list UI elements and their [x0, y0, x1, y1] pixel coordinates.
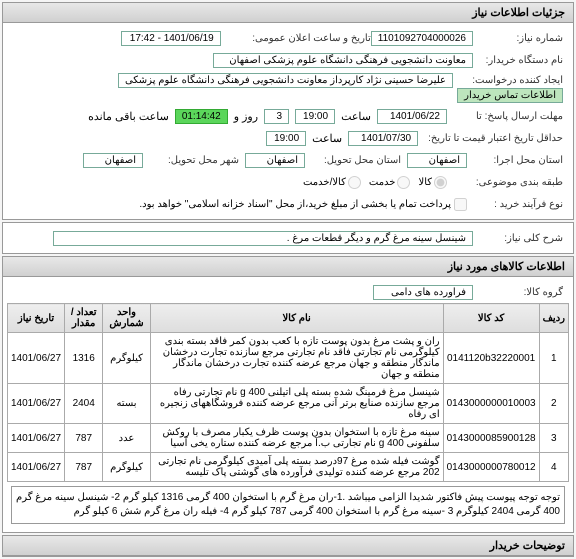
table-cell: 3: [539, 424, 568, 453]
group-value: فراورده های دامی: [373, 285, 473, 300]
table-cell: عدد: [103, 424, 150, 453]
time-label-2: ساعت: [312, 132, 342, 145]
treasury-checkbox[interactable]: پرداخت تمام یا بخشی از مبلغ خرید،از محل …: [139, 198, 467, 211]
deadline-time: 19:00: [295, 109, 335, 124]
buyer-value: معاونت دانشجویی فرهنگی دانشگاه علوم پزشک…: [213, 53, 473, 68]
subject-label: طبقه بندی موضوعی:: [453, 177, 563, 188]
remain-label: ساعت باقی مانده: [88, 110, 169, 123]
table-cell: کیلوگرم: [103, 453, 150, 482]
goods-table: ردیفکد کالانام کالاواحد شمارشتعداد / مقد…: [7, 303, 569, 482]
need-no-label: شماره نیاز:: [473, 33, 563, 44]
table-cell: کیلوگرم: [103, 333, 150, 384]
deliv-city-label: شهر محل تحویل:: [149, 155, 239, 166]
radio-service[interactable]: خدمت: [369, 176, 411, 189]
remain-time-badge: 01:14:42: [175, 109, 228, 124]
table-cell: 1316: [65, 333, 103, 384]
table-header: ردیف: [539, 304, 568, 333]
datetime-value: 1401/06/19 - 17:42: [121, 31, 221, 46]
contact-badge[interactable]: اطلاعات تماس خریدار: [457, 88, 563, 103]
table-cell: ران و پشت مرغ بدون پوست تازه با کعب بدون…: [150, 333, 443, 384]
buy-type-label: نوع فرآیند خرید :: [473, 199, 563, 210]
table-cell: 787: [65, 424, 103, 453]
table-cell: 787: [65, 453, 103, 482]
goods-title: اطلاعات کالاهای مورد نیاز: [3, 257, 573, 277]
group-label: گروه کالا:: [473, 287, 563, 298]
table-header: نام کالا: [150, 304, 443, 333]
exec-prov-label: استان محل اجرا:: [473, 155, 563, 166]
table-header: واحد شمارش: [103, 304, 150, 333]
validity-time: 19:00: [266, 131, 306, 146]
days-remain: 3: [264, 109, 289, 124]
table-cell: 1401/06/27: [8, 453, 65, 482]
day-label: روز و: [234, 110, 258, 123]
table-row: 40143000000780012گوشت فیله شده مرغ 97درص…: [8, 453, 569, 482]
table-cell: 1401/06/27: [8, 333, 65, 384]
note-box: توجه توجه پیوست پیش فاکتور شدیدا الزامی …: [11, 486, 565, 524]
table-cell: گوشت فیله شده مرغ 97درصد بسته پلی آمیدی …: [150, 453, 443, 482]
deliv-prov-value: اصفهان: [245, 153, 305, 168]
radio-both[interactable]: کالا/خدمت: [303, 176, 361, 189]
requester-label: ایجاد کننده درخواست:: [453, 75, 563, 86]
exec-prov-value: اصفهان: [407, 153, 467, 168]
deliv-prov-label: استان محل تحویل:: [311, 155, 401, 166]
table-row: 30143000085900128سینه مرغ تازه با استخوا…: [8, 424, 569, 453]
table-cell: بسته: [103, 384, 150, 424]
desc-value: شینسل سینه مرغ گرم و دیگر قطعات مرغ .: [53, 231, 473, 246]
deadline-date: 1401/06/22: [377, 109, 447, 124]
table-cell: 0143000000780012: [443, 453, 539, 482]
radio-goods[interactable]: کالا: [418, 176, 447, 189]
requester-value: علیرضا حسینی نژاد کارپرداز معاونت دانشجو…: [118, 73, 453, 88]
validity-date: 1401/07/30: [348, 131, 418, 146]
table-header: تعداد / مقدار: [65, 304, 103, 333]
deliv-city-value: اصفهان: [83, 153, 143, 168]
table-cell: سینه مرغ تازه با استخوان بدون پوست ظرف ی…: [150, 424, 443, 453]
table-cell: 0143000000010003: [443, 384, 539, 424]
table-cell: 1401/06/27: [8, 424, 65, 453]
table-cell: شینسل مرغ فرمینگ شده بسته پلی اتیلنی 400…: [150, 384, 443, 424]
time-label-1: ساعت: [341, 110, 371, 123]
table-row: 10141120b32220001ران و پشت مرغ بدون پوست…: [8, 333, 569, 384]
table-row: 20143000000010003شینسل مرغ فرمینگ شده بس…: [8, 384, 569, 424]
table-cell: 1401/06/27: [8, 384, 65, 424]
table-header: تاریخ نیاز: [8, 304, 65, 333]
table-header: کد کالا: [443, 304, 539, 333]
table-cell: 2: [539, 384, 568, 424]
table-cell: 0143000085900128: [443, 424, 539, 453]
table-cell: 1: [539, 333, 568, 384]
subject-radio-group: کالا خدمت کالا/خدمت: [303, 176, 447, 189]
datetime-label: تاریخ و ساعت اعلان عمومی:: [221, 33, 371, 44]
table-cell: 0141120b32220001: [443, 333, 539, 384]
desc-label: شرح کلی نیاز:: [473, 233, 563, 244]
need-no-value: 1101092704000026: [371, 31, 473, 46]
validity-label: حداقل تاریخ اعتبار قیمت تا تاریخ:: [424, 133, 563, 144]
deadline-label: مهلت ارسال پاسخ: تا: [453, 111, 563, 122]
buyer-label: نام دستگاه خریدار:: [473, 55, 563, 66]
page-title: جزئیات اطلاعات نیاز: [3, 3, 573, 23]
table-cell: 4: [539, 453, 568, 482]
spec-title: توضیحات خریدار: [3, 536, 573, 556]
table-cell: 2404: [65, 384, 103, 424]
